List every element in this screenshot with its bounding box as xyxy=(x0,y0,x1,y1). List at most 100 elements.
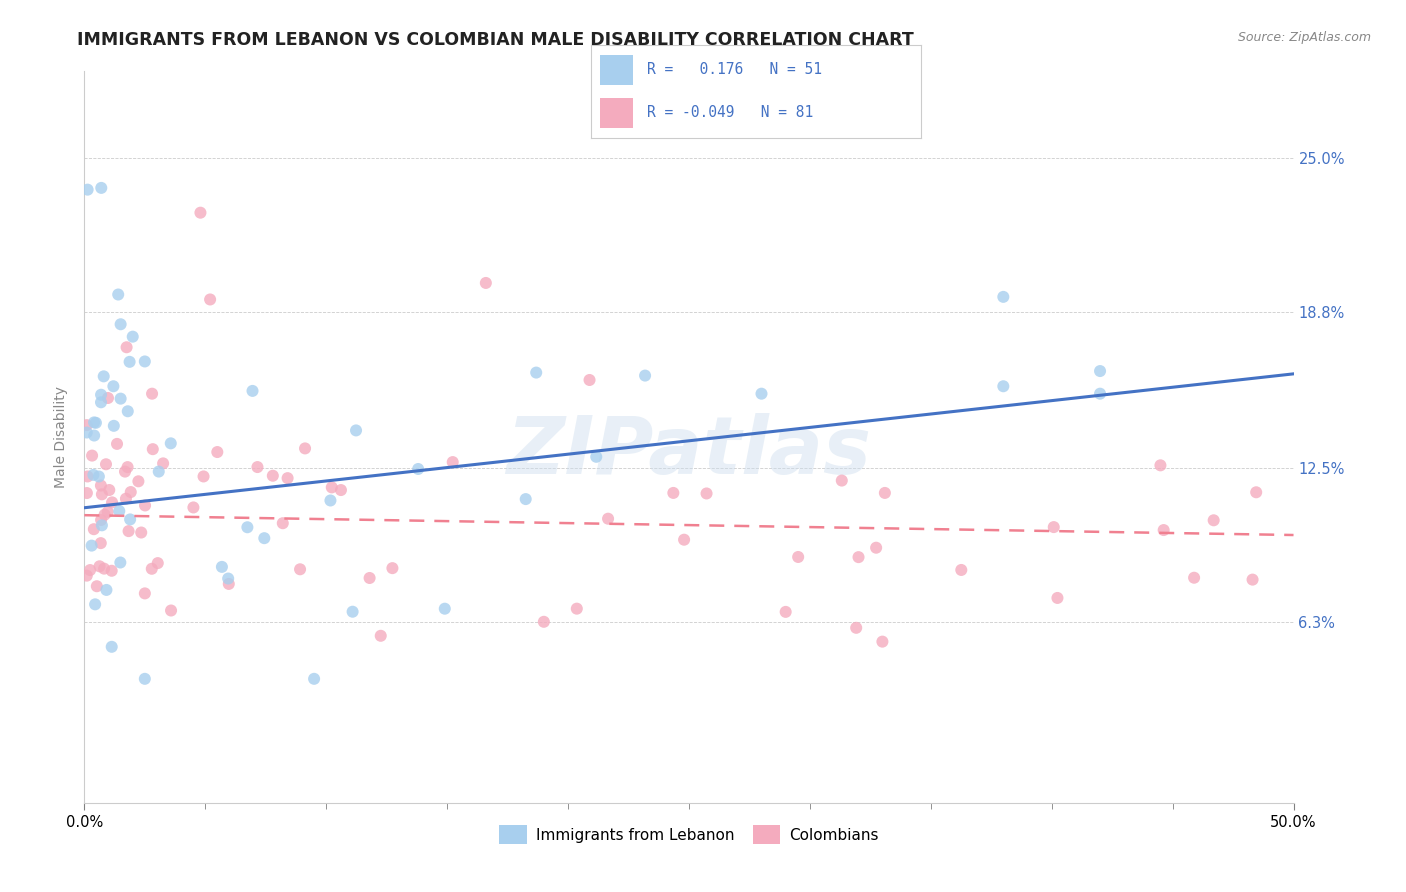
Point xyxy=(873,486,896,500)
Point xyxy=(159,436,181,450)
Point xyxy=(217,572,239,586)
Point xyxy=(302,672,325,686)
Point xyxy=(218,577,240,591)
Point xyxy=(831,474,853,488)
Point xyxy=(134,354,156,368)
Point xyxy=(129,525,152,540)
Point xyxy=(775,605,797,619)
Point xyxy=(253,531,276,545)
Point xyxy=(183,500,205,515)
Point xyxy=(1088,386,1111,401)
Point xyxy=(110,392,132,406)
Point xyxy=(107,287,129,301)
Point xyxy=(120,512,142,526)
Point xyxy=(872,634,894,648)
Point xyxy=(97,391,120,405)
Point xyxy=(118,355,141,369)
Point xyxy=(1153,523,1175,537)
Point xyxy=(865,541,887,555)
Point xyxy=(190,205,212,219)
Point xyxy=(90,478,112,492)
Y-axis label: Male Disability: Male Disability xyxy=(55,386,69,488)
Point xyxy=(76,425,98,440)
Point xyxy=(83,522,105,536)
Point xyxy=(342,605,364,619)
Point xyxy=(90,536,112,550)
Point xyxy=(121,329,143,343)
Point xyxy=(76,469,98,483)
Point xyxy=(96,582,118,597)
Point xyxy=(1182,571,1205,585)
Point xyxy=(103,379,125,393)
Text: R =   0.176   N = 51: R = 0.176 N = 51 xyxy=(647,62,821,78)
Point xyxy=(90,181,112,195)
Point xyxy=(84,598,107,612)
Point xyxy=(80,449,103,463)
Point xyxy=(93,508,115,522)
Point xyxy=(90,513,112,527)
Point xyxy=(76,418,98,433)
Point xyxy=(160,603,183,617)
Point xyxy=(76,568,98,582)
Text: IMMIGRANTS FROM LEBANON VS COLOMBIAN MALE DISABILITY CORRELATION CHART: IMMIGRANTS FROM LEBANON VS COLOMBIAN MAL… xyxy=(77,31,914,49)
Point xyxy=(381,561,404,575)
Point xyxy=(662,486,685,500)
Point xyxy=(152,456,174,470)
Point xyxy=(441,455,464,469)
Point xyxy=(246,460,269,475)
Point xyxy=(433,601,456,615)
Point xyxy=(141,386,163,401)
Point xyxy=(146,556,169,570)
Point xyxy=(673,533,696,547)
Point xyxy=(76,486,98,500)
Point xyxy=(76,183,98,197)
Point xyxy=(134,586,156,600)
Point xyxy=(294,442,316,456)
Point xyxy=(585,450,607,464)
Point xyxy=(90,487,112,501)
Point xyxy=(242,384,264,398)
Point xyxy=(80,539,103,553)
Point xyxy=(193,469,215,483)
Point xyxy=(236,520,259,534)
Point xyxy=(271,516,294,531)
Point xyxy=(198,293,221,307)
Point xyxy=(950,563,973,577)
Point xyxy=(1202,513,1225,527)
Point xyxy=(277,471,299,485)
Point xyxy=(751,386,773,401)
Point xyxy=(406,462,429,476)
Point xyxy=(117,524,139,538)
Point xyxy=(1149,458,1171,473)
Bar xyxy=(600,55,634,85)
Point xyxy=(634,368,657,383)
Point xyxy=(696,486,718,500)
Point xyxy=(329,483,352,497)
Point xyxy=(1244,485,1267,500)
Point xyxy=(359,571,381,585)
Text: Source: ZipAtlas.com: Source: ZipAtlas.com xyxy=(1237,31,1371,45)
Point xyxy=(524,366,547,380)
Point xyxy=(97,505,120,519)
Point xyxy=(108,504,131,518)
Point xyxy=(94,457,117,471)
Point xyxy=(596,512,619,526)
Point xyxy=(117,404,139,418)
Point xyxy=(848,550,870,565)
Point xyxy=(120,485,142,500)
Point xyxy=(83,428,105,442)
Bar xyxy=(600,98,634,128)
Point xyxy=(1046,591,1069,605)
Point xyxy=(127,475,149,489)
Point xyxy=(100,640,122,654)
Point xyxy=(578,373,600,387)
Point xyxy=(114,465,136,479)
Point xyxy=(103,418,125,433)
Point xyxy=(82,467,104,482)
Point xyxy=(319,493,342,508)
Point xyxy=(370,629,392,643)
Point xyxy=(1088,364,1111,378)
Point xyxy=(83,416,105,430)
Point xyxy=(993,290,1015,304)
Point xyxy=(475,276,498,290)
